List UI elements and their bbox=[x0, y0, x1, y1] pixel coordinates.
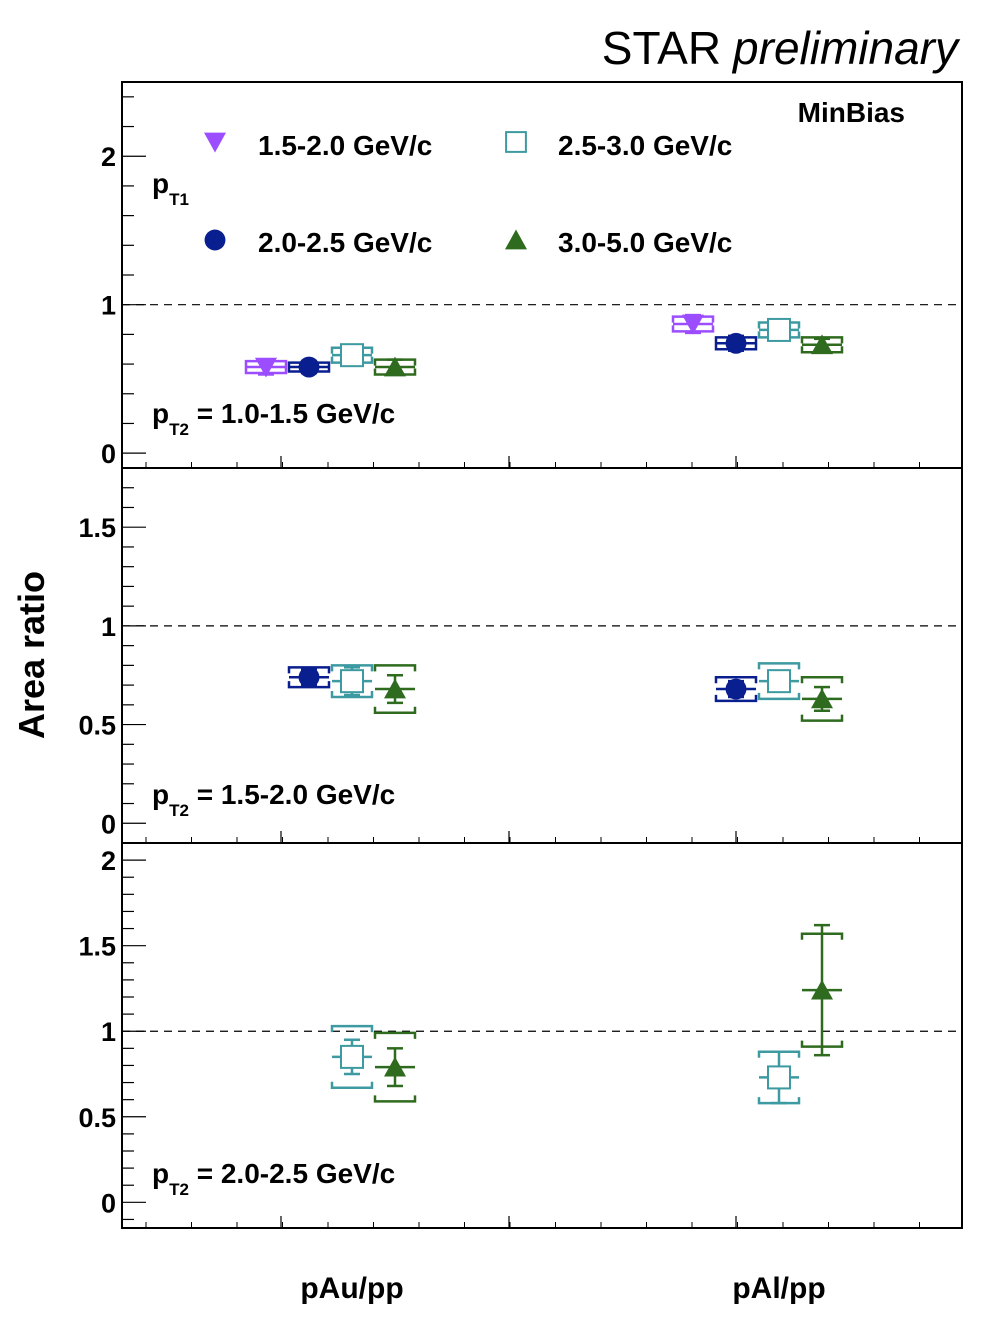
y-axis-label: Area ratio bbox=[11, 571, 52, 739]
legend-entry-1-marker bbox=[204, 132, 226, 153]
panel-1-circle-pAl-marker bbox=[725, 332, 747, 354]
panel-3-y-tick-label: 0.5 bbox=[78, 1103, 116, 1133]
panel-1-triangle-down-pAu-marker bbox=[255, 357, 277, 378]
panel-3-pt2-range: = 2.0-2.5 GeV/c bbox=[189, 1158, 395, 1189]
panel-2-triangle-up-pAu-marker bbox=[384, 678, 406, 699]
panel-2-triangle-up-pAu-point bbox=[373, 664, 417, 714]
panel-3-open-square-pAu-point bbox=[330, 1024, 374, 1089]
panel-1-pt2-symbol: p bbox=[152, 398, 169, 429]
panel-1-triangle-down-pAl-marker bbox=[682, 314, 704, 335]
panel-2-y-tick-label: 0.5 bbox=[78, 711, 116, 741]
panel-1-pt2-subscript: T2 bbox=[169, 420, 189, 439]
panel-2-circle-pAl-point bbox=[714, 675, 758, 703]
panel-2-pt2-range: = 1.5-2.0 GeV/c bbox=[189, 779, 395, 810]
x-category-pAu: pAu/pp bbox=[300, 1272, 403, 1305]
panel-3-open-square-pAu-marker bbox=[340, 1044, 364, 1069]
panel-3-y-tick-label: 1 bbox=[101, 1017, 116, 1047]
panel-3-pt2-subscript: T2 bbox=[169, 1180, 189, 1199]
panel-3-y-tick-label: 0 bbox=[101, 1188, 116, 1218]
panel-2-open-square-pAl-sys-box bbox=[757, 662, 801, 701]
panel-3-triangle-up-pAl-point bbox=[800, 923, 844, 1057]
panel-1-triangle-up-pAl-point bbox=[800, 334, 844, 355]
panel-2-pt2-label: pT2 = 1.5-2.0 GeV/c bbox=[152, 779, 395, 820]
legend-entry-2-marker bbox=[505, 131, 527, 153]
panel-1-triangle-down-pAl-point bbox=[671, 313, 715, 335]
panel-1-circle-pAu-marker bbox=[298, 356, 320, 378]
panel-frames bbox=[121, 81, 963, 1229]
panel-2-open-square-pAl-point bbox=[757, 662, 801, 701]
star-preliminary-label: STAR preliminary bbox=[602, 22, 961, 74]
panel-2-triangle-up-pAl-point bbox=[800, 675, 844, 722]
legend: MinBias pT1 1.5-2.0 GeV/c 2.5-3.0 GeV/c … bbox=[152, 97, 905, 258]
pt1-subscript: T1 bbox=[169, 190, 189, 209]
panel-1-open-square-pAu-marker bbox=[340, 343, 364, 368]
panel-2-pt2-symbol: p bbox=[152, 779, 169, 810]
panel-3-y-tick-label: 1.5 bbox=[78, 932, 116, 962]
panel-3-triangle-up-pAu-point bbox=[373, 1031, 417, 1103]
panel-2-y-tick-label: 1 bbox=[101, 612, 116, 642]
axis-ticks: 0 1 2 0 0.5 1 1.5 0 0.5 1 1.5 2 bbox=[78, 96, 920, 1228]
panel-3-triangle-up-pAl-marker bbox=[811, 979, 833, 1000]
panel-2-open-square-pAu-marker bbox=[340, 669, 364, 694]
panel-2-y-tick-label: 1.5 bbox=[78, 513, 116, 543]
pt1-symbol: p bbox=[152, 168, 169, 199]
panel-1-y-tick-label: 2 bbox=[101, 142, 116, 172]
panel-2-circle-pAu-point bbox=[287, 666, 331, 689]
panel-3-frame bbox=[121, 842, 963, 1229]
panel-1-y-tick-label: 0 bbox=[101, 439, 116, 469]
panel-2-triangle-up-pAu-sys-box bbox=[373, 664, 417, 714]
legend-entry-1-label: 1.5-2.0 GeV/c bbox=[258, 130, 432, 161]
legend-entry-3-label: 2.0-2.5 GeV/c bbox=[258, 227, 432, 258]
panel-2-pt2-subscript: T2 bbox=[169, 801, 189, 820]
panel-1-circle-pAu-point bbox=[287, 356, 331, 378]
pt1-label: pT1 bbox=[152, 168, 189, 209]
panel-2-circle-pAl-marker bbox=[725, 678, 747, 700]
panel-3-open-square-pAl-point bbox=[757, 1050, 801, 1105]
panel-1-pt2-range: = 1.0-1.5 GeV/c bbox=[189, 398, 395, 429]
panel-1-open-square-pAl-marker bbox=[767, 317, 791, 342]
panel-1-open-square-pAu-point bbox=[330, 343, 374, 368]
panel-2-open-square-pAu-point bbox=[330, 664, 374, 699]
data-marks bbox=[244, 313, 844, 1105]
panel-3-triangle-up-pAu-marker bbox=[384, 1056, 406, 1077]
panel-3-pt2-label: pT2 = 2.0-2.5 GeV/c bbox=[152, 1158, 395, 1199]
panel-1-y-tick-label: 1 bbox=[101, 291, 116, 321]
minbias-label: MinBias bbox=[798, 97, 905, 128]
panel-3-open-square-pAl-marker bbox=[767, 1065, 791, 1090]
legend-entry-3-marker bbox=[204, 229, 226, 251]
panel-2-circle-pAl-sys-box bbox=[714, 675, 758, 703]
panel-1-triangle-up-pAu-marker bbox=[384, 356, 406, 377]
panel-2-y-tick-label: 0 bbox=[101, 809, 116, 839]
panel-3-y-tick-label: 2 bbox=[101, 846, 116, 876]
experiment-name: STAR bbox=[602, 22, 721, 74]
panel-3-pt2-symbol: p bbox=[152, 1158, 169, 1189]
panel-1-circle-pAl-point bbox=[714, 332, 758, 354]
panel-1-triangle-up-pAu-point bbox=[373, 356, 417, 377]
legend-markers bbox=[204, 131, 527, 251]
legend-entry-2-label: 2.5-3.0 GeV/c bbox=[558, 130, 732, 161]
legend-entry-4-label: 3.0-5.0 GeV/c bbox=[558, 227, 732, 258]
panel-3-triangle-up-pAu-sys-box bbox=[373, 1031, 417, 1103]
panel-2-triangle-up-pAl-sys-box bbox=[800, 675, 844, 722]
preliminary-tag: preliminary bbox=[731, 22, 961, 74]
panel-1-pt2-label: pT2 = 1.0-1.5 GeV/c bbox=[152, 398, 395, 439]
panel-1-open-square-pAl-point bbox=[757, 317, 801, 342]
panel-1-triangle-up-pAl-marker bbox=[811, 334, 833, 355]
panel-1-triangle-down-pAu-point bbox=[244, 357, 288, 378]
legend-entry-4-marker bbox=[505, 229, 527, 250]
panel-3-open-square-pAu-sys-box bbox=[330, 1024, 374, 1089]
panel-2-open-square-pAl-marker bbox=[767, 669, 791, 694]
panel-2-open-square-pAu-sys-box bbox=[330, 664, 374, 699]
x-category-pAl: pAl/pp bbox=[732, 1272, 825, 1305]
panel-2-circle-pAu-marker bbox=[298, 666, 320, 688]
panel-2-triangle-up-pAl-marker bbox=[811, 688, 833, 709]
